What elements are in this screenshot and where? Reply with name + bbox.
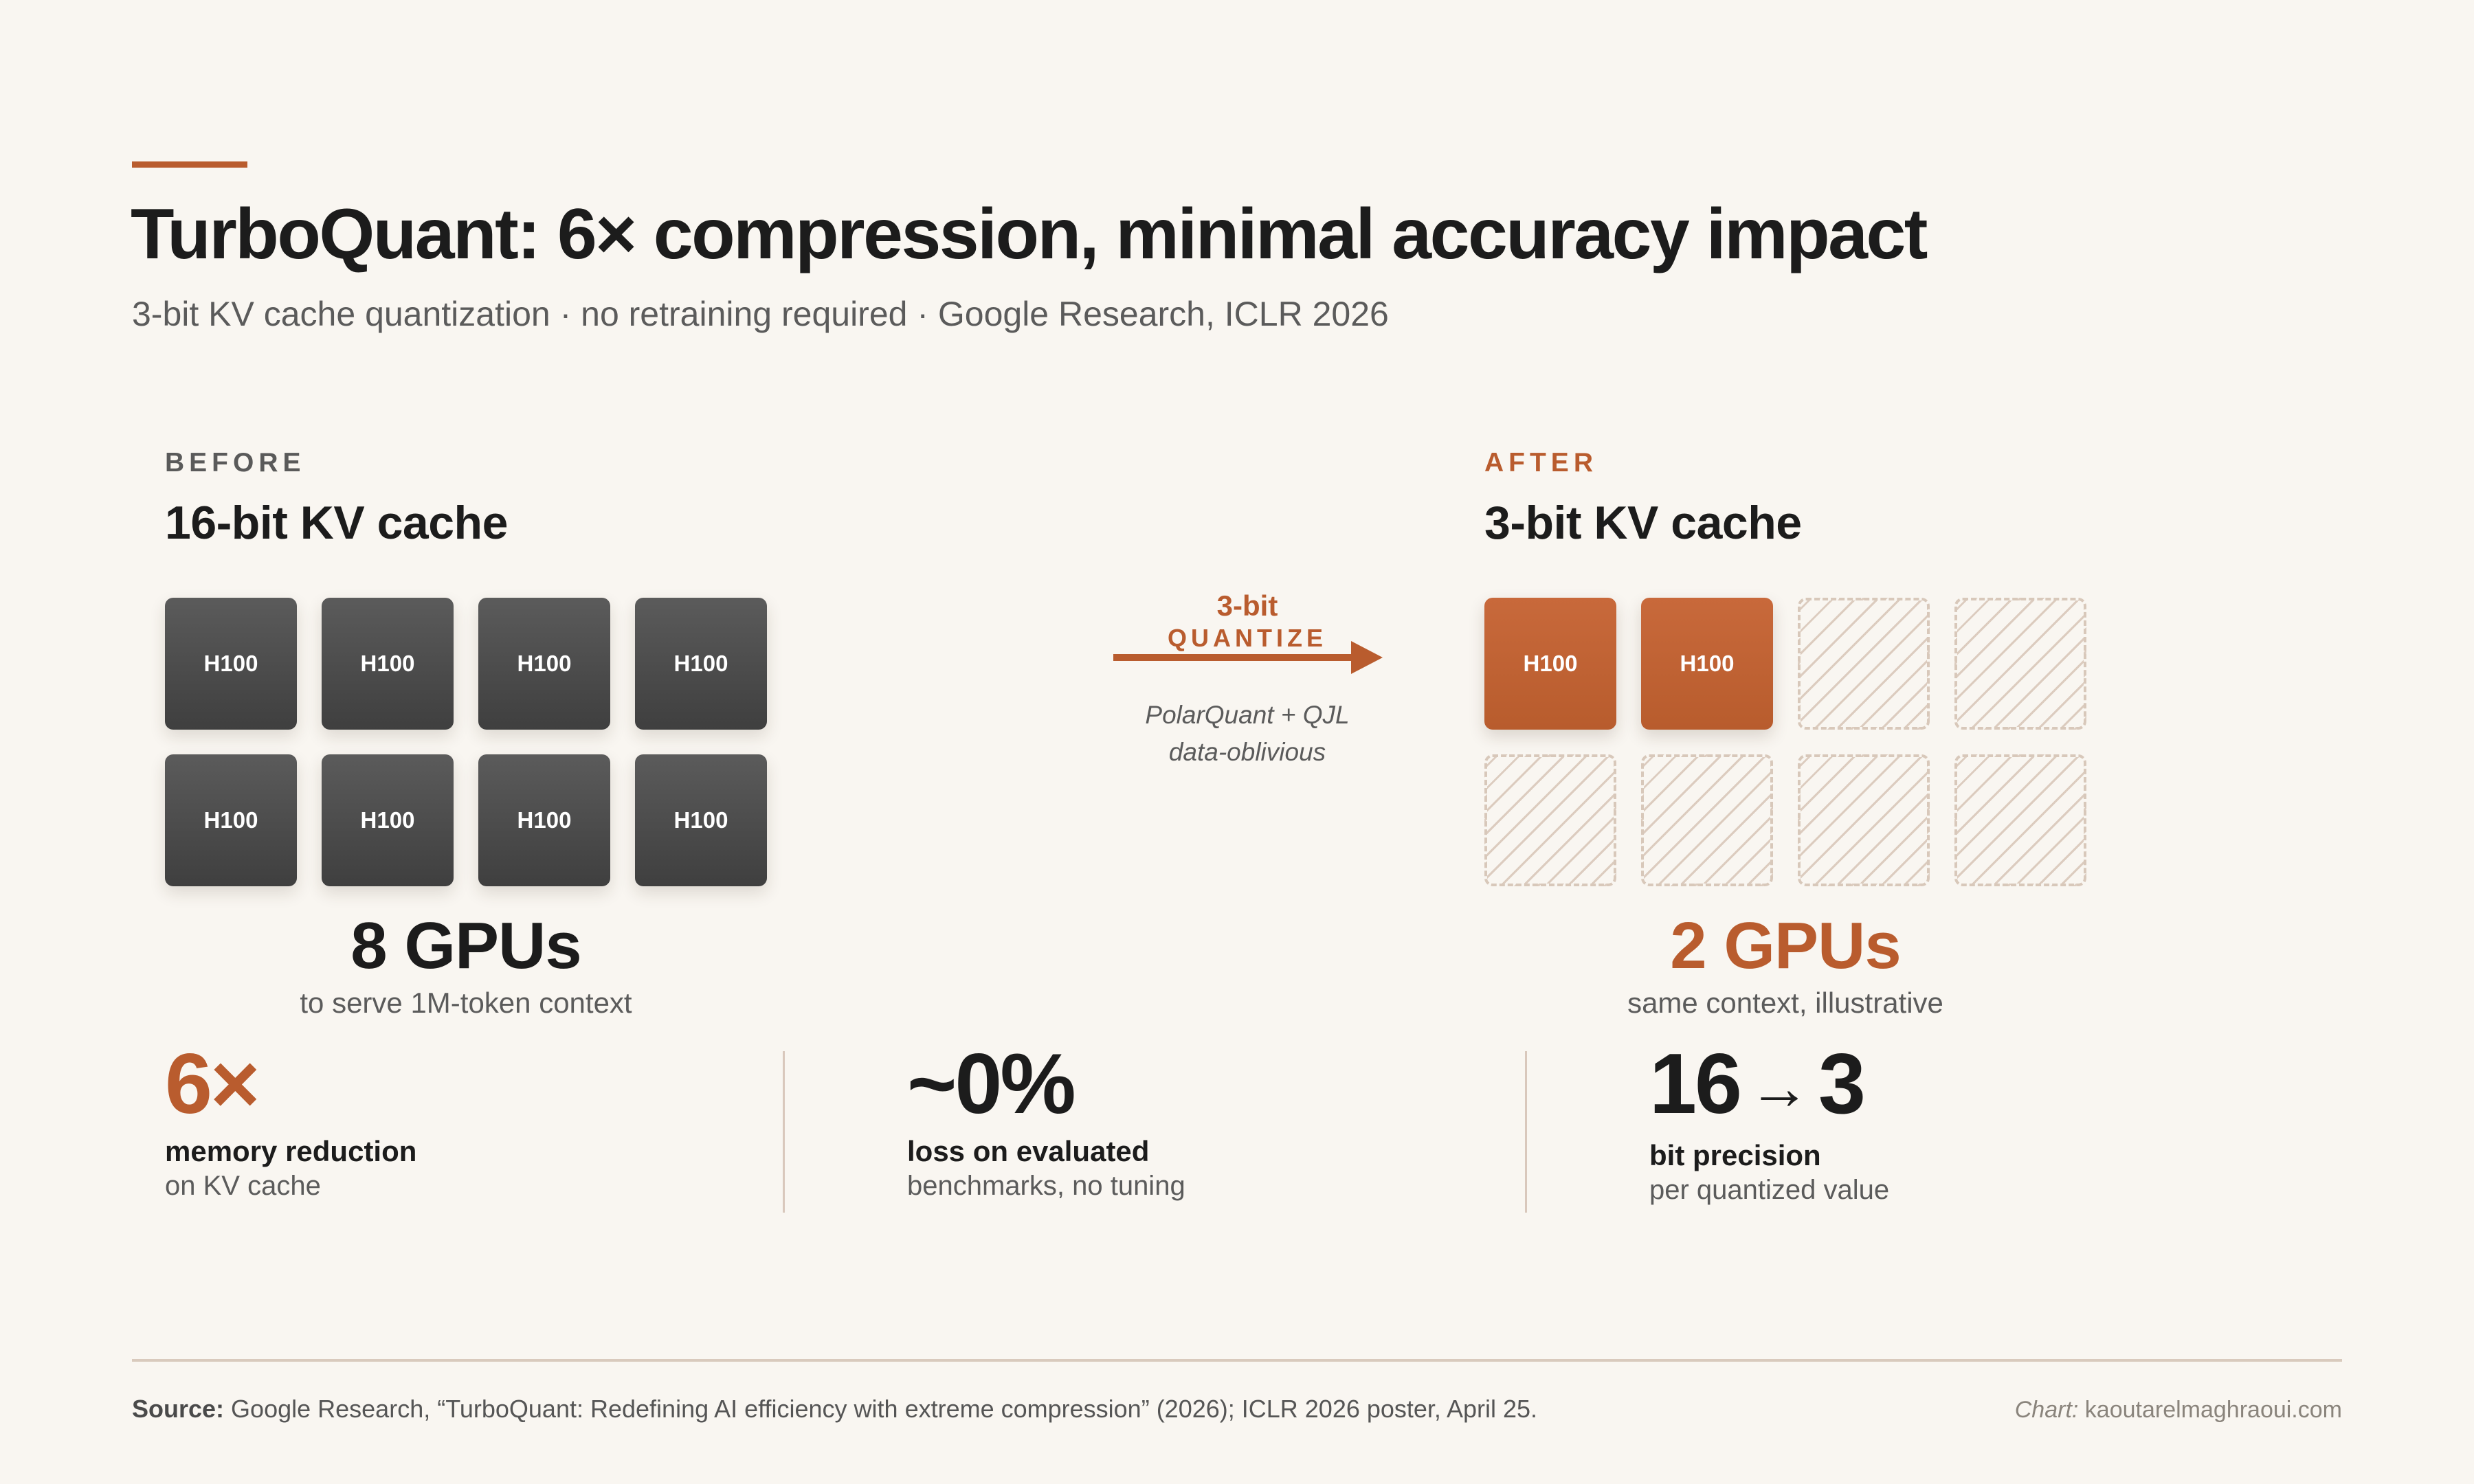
- stat-value-to: 3: [1818, 1037, 1866, 1132]
- gpu-tile-freed: [1798, 754, 1930, 886]
- stat-sub: on KV cache: [165, 1171, 321, 1201]
- before-gpu-count: 8 GPUs: [350, 909, 581, 982]
- credit-label: Chart:: [2014, 1397, 2079, 1423]
- footer-divider: [132, 1359, 2342, 1362]
- credit-text: kaoutarelmaghraoui.com: [2078, 1397, 2342, 1423]
- stat-value: ~0%: [907, 1037, 1076, 1132]
- gpu-tile: H100: [635, 598, 767, 730]
- page-subtitle: 3-bit KV cache quantization · no retrain…: [132, 295, 1389, 333]
- gpu-tile-freed: [1954, 754, 2086, 886]
- page-title: TurboQuant: 6× compression, minimal accu…: [131, 194, 1928, 274]
- stat-sub: per quantized value: [1649, 1175, 1890, 1205]
- arrow-right-icon: →: [1748, 1054, 1810, 1123]
- quantize-arrow-group: 3-bit QUANTIZE PolarQuant + QJL data-obl…: [1100, 584, 1395, 776]
- arrow-note-property: data-oblivious: [1168, 738, 1326, 766]
- stat-compression: 6× memory reduction on KV cache: [165, 1036, 646, 1202]
- after-title: 3-bit KV cache: [1484, 497, 1802, 549]
- before-title: 16-bit KV cache: [165, 497, 508, 549]
- footer-source: Source: Google Research, “TurboQuant: Re…: [132, 1395, 1537, 1424]
- stat-label: bit precision: [1649, 1139, 1821, 1171]
- stat-divider: [783, 1051, 785, 1213]
- arrow-head-icon: [1351, 641, 1383, 674]
- arrow-right-icon: [1113, 654, 1352, 661]
- accent-bar: [132, 161, 247, 168]
- stat-value: 16 →3: [1649, 1036, 2130, 1136]
- stat-label: memory reduction: [165, 1135, 417, 1167]
- gpu-tile-active: H100: [1484, 598, 1616, 730]
- gpu-tile-freed: [1954, 598, 2086, 730]
- gpu-tile: H100: [322, 598, 454, 730]
- stat-label: loss on evaluated: [907, 1135, 1150, 1167]
- gpu-tile: H100: [322, 754, 454, 886]
- gpu-tile-freed: [1798, 598, 1930, 730]
- before-gpu-grid: H100 H100 H100 H100 H100 H100 H100 H100: [165, 598, 767, 886]
- before-eyebrow: BEFORE: [165, 448, 306, 477]
- gpu-tile-freed: [1484, 754, 1616, 886]
- after-eyebrow: AFTER: [1484, 448, 1598, 477]
- gpu-tile: H100: [165, 598, 297, 730]
- stat-value-from: 16: [1649, 1037, 1742, 1132]
- after-gpu-count: 2 GPUs: [1670, 909, 1901, 982]
- source-label: Source:: [132, 1395, 225, 1423]
- stat-accuracy-loss: ~0% loss on evaluated benchmarks, no tun…: [907, 1036, 1388, 1202]
- gpu-tile-active: H100: [1641, 598, 1773, 730]
- arrow-note-method: PolarQuant + QJL: [1145, 701, 1350, 729]
- gpu-tile: H100: [478, 754, 610, 886]
- stat-value: 6×: [165, 1037, 260, 1132]
- before-gpu-caption: to serve 1M-token context: [300, 987, 632, 1019]
- stat-bit-precision: 16 →3 bit precision per quantized value: [1649, 1036, 2130, 1206]
- stat-sub: benchmarks, no tuning: [907, 1171, 1185, 1201]
- after-gpu-caption: same context, illustrative: [1627, 987, 1943, 1019]
- gpu-tile: H100: [478, 598, 610, 730]
- gpu-tile-freed: [1641, 754, 1773, 886]
- gpu-tile: H100: [635, 754, 767, 886]
- after-gpu-grid: H100 H100: [1484, 598, 2086, 886]
- footer-credit: Chart: kaoutarelmaghraoui.com: [2015, 1397, 2342, 1424]
- arrow-label-bits: 3-bit: [1216, 589, 1278, 622]
- gpu-tile: H100: [165, 754, 297, 886]
- stat-divider: [1525, 1051, 1527, 1213]
- arrow-label-quantize: QUANTIZE: [1168, 624, 1327, 652]
- source-text: Google Research, “TurboQuant: Redefining…: [224, 1395, 1538, 1423]
